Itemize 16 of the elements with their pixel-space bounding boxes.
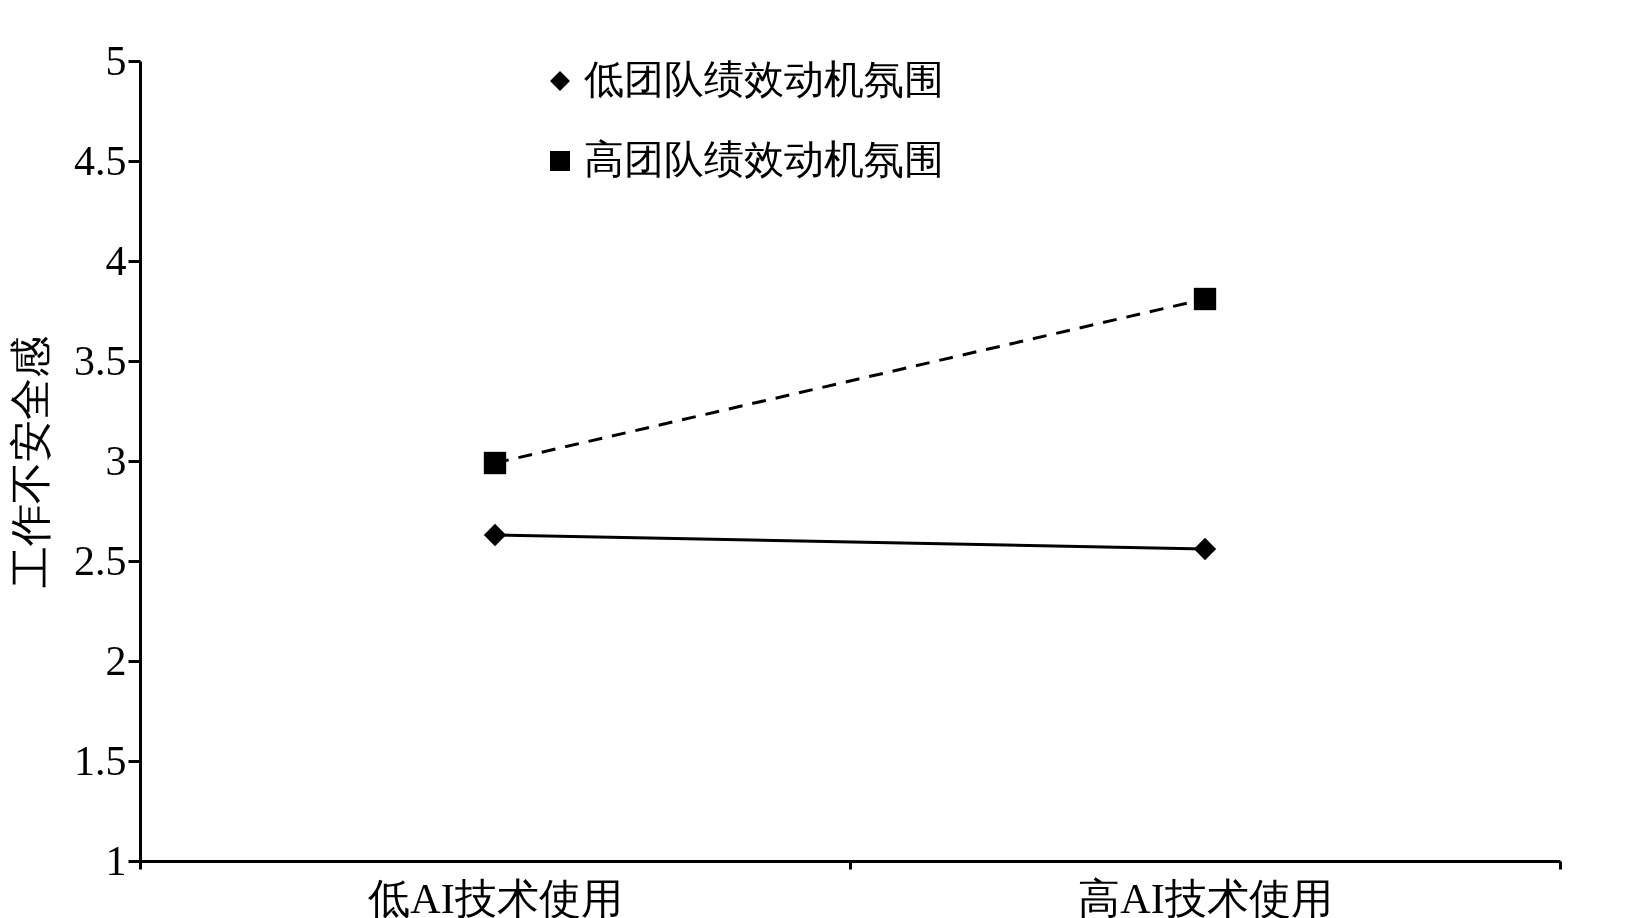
y-tick-label: 2.5 — [74, 537, 127, 584]
point — [1193, 287, 1217, 311]
legend-label: 低团队绩效动机氛围 — [584, 57, 944, 102]
y-tick-label: 4.5 — [74, 137, 127, 184]
y-tick-label: 1.5 — [74, 737, 127, 784]
point — [483, 523, 507, 547]
y-axis-title: 工作不安全感 — [8, 335, 54, 588]
y-tick-label: 1 — [105, 837, 127, 884]
legend-label: 高团队绩效动机氛围 — [584, 137, 944, 182]
y-tick-label: 5 — [105, 37, 127, 84]
y-tick-label: 3 — [105, 437, 127, 484]
y-tick-label: 3.5 — [74, 337, 127, 384]
point — [1193, 537, 1217, 561]
point — [483, 451, 507, 475]
y-tick-label: 4 — [105, 237, 127, 284]
y-tick-label: 2 — [105, 637, 127, 684]
